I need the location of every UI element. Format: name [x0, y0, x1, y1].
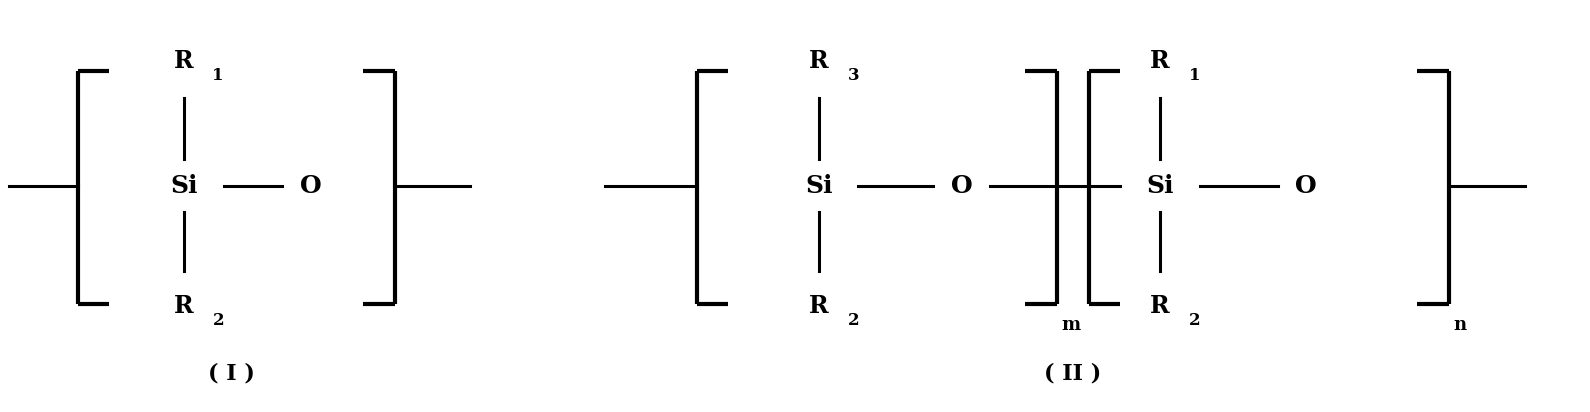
Text: m: m: [1062, 316, 1081, 334]
Text: n: n: [1453, 316, 1468, 334]
Text: Si: Si: [170, 173, 197, 197]
Text: R: R: [1150, 49, 1170, 73]
Text: 2: 2: [847, 312, 859, 329]
Text: O: O: [301, 173, 321, 197]
Text: 1: 1: [1189, 67, 1200, 84]
Text: O: O: [951, 173, 973, 197]
Text: R: R: [809, 294, 828, 318]
Text: ( I ): ( I ): [208, 363, 254, 385]
Text: 2: 2: [1189, 312, 1200, 329]
Text: 3: 3: [847, 67, 859, 84]
Text: R: R: [175, 49, 194, 73]
Text: 2: 2: [213, 312, 224, 329]
Text: Si: Si: [1146, 173, 1173, 197]
Text: O: O: [1296, 173, 1317, 197]
Text: R: R: [1150, 294, 1170, 318]
Text: Si: Si: [805, 173, 833, 197]
Text: 1: 1: [213, 67, 224, 84]
Text: R: R: [809, 49, 828, 73]
Text: ( II ): ( II ): [1045, 363, 1102, 385]
Text: R: R: [175, 294, 194, 318]
